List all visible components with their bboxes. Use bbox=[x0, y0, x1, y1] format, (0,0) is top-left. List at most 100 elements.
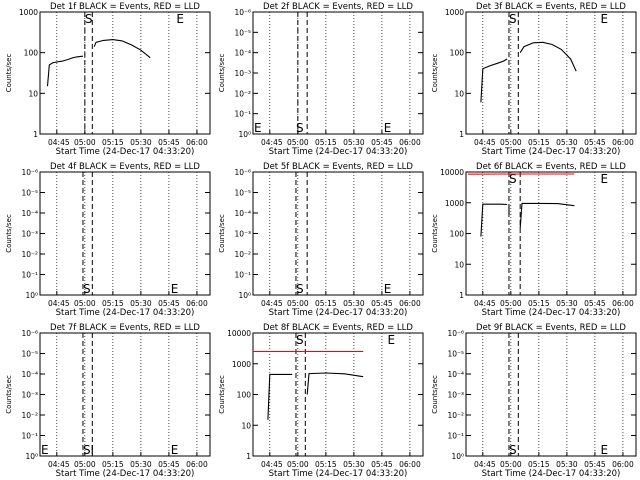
panel-7-xtick-label: 05:45 bbox=[158, 460, 180, 469]
panel-2-ytick-label: 10⁻¹ bbox=[234, 110, 251, 119]
panel-7-frame bbox=[39, 332, 211, 457]
panel-1-series-line bbox=[46, 55, 84, 87]
panel-3-xtick-label: 05:15 bbox=[528, 138, 550, 147]
panel-4-xtick-label: 05:15 bbox=[102, 299, 124, 308]
panel-8-xtick-label: 05:30 bbox=[343, 460, 365, 469]
panel-2-ytick-label: 10⁻³ bbox=[234, 69, 251, 78]
panel-2-yaxis-label: Counts/sec bbox=[218, 54, 226, 93]
panel-9-xtick-label: 05:45 bbox=[584, 460, 606, 469]
panel-2-xtick-label: 06:00 bbox=[399, 138, 421, 147]
panel-5-ytick-label: 10⁻⁵ bbox=[234, 189, 251, 198]
panel-1-xaxis-title: Start Time (24-Dec-17 04:33:20) bbox=[56, 147, 195, 157]
panel-7-marker-i: I bbox=[90, 443, 94, 457]
panel-1-frame bbox=[39, 11, 211, 135]
panel-6-xtick-label: 04:45 bbox=[474, 299, 496, 308]
panel-4-xtick-label: 05:30 bbox=[130, 299, 152, 308]
panel-7-xaxis-title: Start Time (24-Dec-17 04:33:20) bbox=[56, 469, 195, 479]
panel-4-xtick-label: 05:00 bbox=[74, 299, 96, 308]
panel-6-xtick-label: 06:00 bbox=[612, 299, 634, 308]
panel-7-ytick-label: 10⁰ bbox=[25, 452, 38, 461]
panel-5-xtick-label: 05:00 bbox=[287, 299, 309, 308]
panel-2-xaxis-title: Start Time (24-Dec-17 04:33:20) bbox=[269, 147, 408, 157]
panel-4-xtick-label: 04:45 bbox=[48, 299, 70, 308]
panel-3-series-line bbox=[480, 58, 508, 103]
panel-2-marker-s: S bbox=[296, 121, 304, 135]
panel-3-ytick-label: 100 bbox=[450, 49, 465, 58]
panel-3-frame bbox=[465, 11, 637, 135]
panel-7-xtick-label: 05:00 bbox=[74, 460, 96, 469]
panel-1-ytick-label: 1 bbox=[33, 130, 38, 139]
panel-9-xtick-label: 04:45 bbox=[474, 460, 496, 469]
panel-9-ytick-label: 10⁻⁴ bbox=[447, 370, 464, 379]
panel-5-yaxis-label: Counts/sec bbox=[218, 214, 226, 253]
panel-7-ytick-label: 10⁻¹ bbox=[21, 432, 38, 441]
panel-6-ytick-label: 10000 bbox=[440, 168, 464, 177]
panel-9-xtick-label: 06:00 bbox=[612, 460, 634, 469]
panel-8-xtick-label: 04:45 bbox=[261, 460, 283, 469]
panel-9-marker-e: E bbox=[601, 443, 609, 457]
panel-7-xtick-label: 04:45 bbox=[48, 460, 70, 469]
panel-6-xaxis-title: Start Time (24-Dec-17 04:33:20) bbox=[482, 308, 621, 318]
panel-1-yaxis-label: Counts/sec bbox=[5, 54, 13, 93]
panel-2-xtick-label: 05:00 bbox=[287, 138, 309, 147]
panel-3-xaxis-title: Start Time (24-Dec-17 04:33:20) bbox=[482, 147, 621, 157]
panel-1-marker-s: S bbox=[85, 12, 93, 26]
panel-8-xtick-label: 06:00 bbox=[399, 460, 421, 469]
panel-7-ytick-label: 10⁻² bbox=[21, 411, 38, 420]
panel-2-xtick-label: 04:45 bbox=[261, 138, 283, 147]
panel-7-xtick-label: 05:15 bbox=[102, 460, 124, 469]
panel-5-xtick-label: 05:45 bbox=[371, 299, 393, 308]
panel-5-frame bbox=[252, 171, 424, 296]
panel-3-xtick-label: 05:00 bbox=[500, 138, 522, 147]
panel-7-marker-e: E bbox=[171, 443, 179, 457]
panel-7-ytick-label: 10⁻⁶ bbox=[21, 329, 38, 338]
panel-1-xtick-label: 04:45 bbox=[48, 138, 70, 147]
panel-9-ytick-label: 10⁻³ bbox=[447, 391, 464, 400]
panel-4-xtick-label: 05:45 bbox=[158, 299, 180, 308]
panel-6-title: Det 6f BLACK = Events, RED = LLD bbox=[476, 162, 626, 172]
panel-8-ytick-label: 10 bbox=[241, 421, 251, 430]
panel-4-ytick-label: 10⁻⁵ bbox=[21, 189, 38, 198]
panel-2-ytick-label: 10⁻² bbox=[234, 89, 251, 98]
panel-8-series-line bbox=[306, 372, 364, 395]
panel-9-frame bbox=[465, 332, 637, 457]
panel-8-series-line bbox=[267, 373, 293, 420]
panel-1-title: Det 1f BLACK = Events, RED = LLD bbox=[50, 2, 200, 12]
panel-2-frame bbox=[252, 11, 424, 135]
panel-5-title: Det 5f BLACK = Events, RED = LLD bbox=[263, 162, 413, 172]
panel-3-marker-e: E bbox=[601, 12, 609, 26]
panel-6-xtick-label: 05:15 bbox=[528, 299, 550, 308]
panel-6-series-line bbox=[480, 203, 508, 237]
panel-6-xtick-label: 05:00 bbox=[500, 299, 522, 308]
panel-8-ytick-label: 100 bbox=[237, 391, 252, 400]
panel-9-yaxis-label: Counts/sec bbox=[431, 375, 439, 414]
panel-3-xtick-label: 06:00 bbox=[612, 138, 634, 147]
panel-5-xaxis-title: Start Time (24-Dec-17 04:33:20) bbox=[269, 308, 408, 318]
panel-8-marker-e: E bbox=[388, 333, 396, 347]
panel-5-xtick-label: 05:30 bbox=[343, 299, 365, 308]
panel-2-marker-e: E bbox=[254, 121, 262, 135]
panel-7-yaxis-label: Counts/sec bbox=[5, 375, 13, 414]
panel-5-ytick-label: 10⁻¹ bbox=[234, 271, 251, 280]
panel-5-ytick-label: 10⁻⁶ bbox=[234, 168, 251, 177]
panel-4-ytick-label: 10⁻³ bbox=[21, 230, 38, 239]
panel-9-xtick-label: 05:30 bbox=[556, 460, 578, 469]
panel-4-frame bbox=[39, 171, 211, 296]
panel-3-ytick-label: 10 bbox=[454, 89, 464, 98]
panel-7-ytick-label: 10⁻³ bbox=[21, 391, 38, 400]
panel-2-marker-e: E bbox=[384, 121, 392, 135]
panel-4-ytick-label: 10⁻⁴ bbox=[21, 209, 38, 218]
panel-4-xtick-label: 06:00 bbox=[186, 299, 208, 308]
panel-1-ytick-label: 10 bbox=[28, 89, 38, 98]
panel-2-ytick-label: 10⁻⁶ bbox=[234, 8, 251, 17]
panel-6-ytick-label: 1000 bbox=[445, 199, 464, 208]
panel-7-ytick-label: 10⁻⁵ bbox=[21, 350, 38, 359]
panel-8-marker-s: S bbox=[296, 333, 304, 347]
panel-8-yaxis-label: Counts/sec bbox=[218, 375, 226, 414]
panel-5-ytick-label: 10⁰ bbox=[238, 291, 251, 300]
panel-3-marker-s: S bbox=[509, 12, 517, 26]
panel-5-marker-s: S bbox=[296, 282, 304, 296]
panel-6-xtick-label: 05:45 bbox=[584, 299, 606, 308]
panel-2-ytick-label: 10⁻⁴ bbox=[234, 49, 251, 58]
